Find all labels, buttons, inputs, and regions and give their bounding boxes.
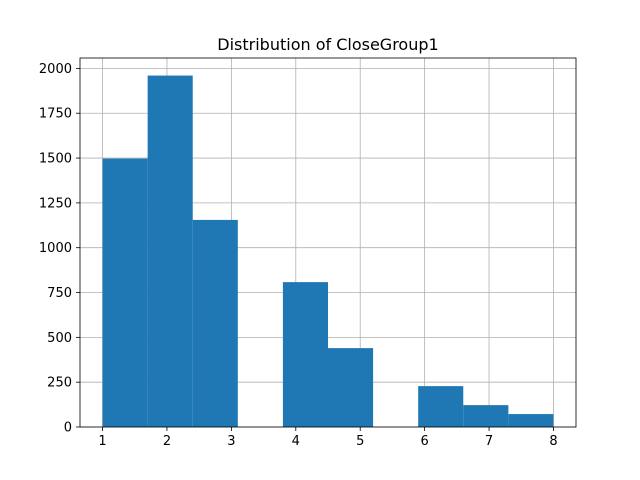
y-tick-label: 1500 xyxy=(39,152,72,167)
x-tick-label: 3 xyxy=(227,434,235,449)
histogram-bar xyxy=(102,158,148,427)
y-tick-label: 1000 xyxy=(39,241,72,256)
y-tick-label: 0 xyxy=(64,421,72,436)
axes xyxy=(76,57,577,431)
x-tick-label: 2 xyxy=(163,434,171,449)
x-tick-label: 7 xyxy=(485,434,493,449)
x-tick-label: 1 xyxy=(98,434,106,449)
y-tick-label: 500 xyxy=(47,331,72,346)
histogram-bar xyxy=(418,386,464,427)
histogram-bar xyxy=(463,405,509,427)
y-tick-label: 250 xyxy=(47,376,72,391)
x-tick-label: 5 xyxy=(356,434,364,449)
y-tick-label: 2000 xyxy=(39,62,72,77)
x-tick-label: 6 xyxy=(420,434,428,449)
histogram-bar xyxy=(328,348,374,427)
tick-labels: 1 2 3 4 5 6 7 8 0 250 500 750 1000 1250 1500 1750 2000 xyxy=(39,62,558,449)
histogram-bar xyxy=(282,282,328,427)
axes-frame xyxy=(79,57,577,428)
y-tick-label: 1250 xyxy=(39,196,72,211)
x-tick-label: 8 xyxy=(549,434,557,449)
x-tick-label: 4 xyxy=(292,434,300,449)
histogram-bar xyxy=(147,75,193,428)
bars xyxy=(102,75,554,428)
y-tick-label: 1750 xyxy=(39,107,72,122)
histogram-bar xyxy=(192,219,238,427)
histogram-bar xyxy=(508,414,554,427)
chart-title: Distribution of CloseGroup1 xyxy=(217,35,438,54)
y-tick-label: 750 xyxy=(47,286,72,301)
